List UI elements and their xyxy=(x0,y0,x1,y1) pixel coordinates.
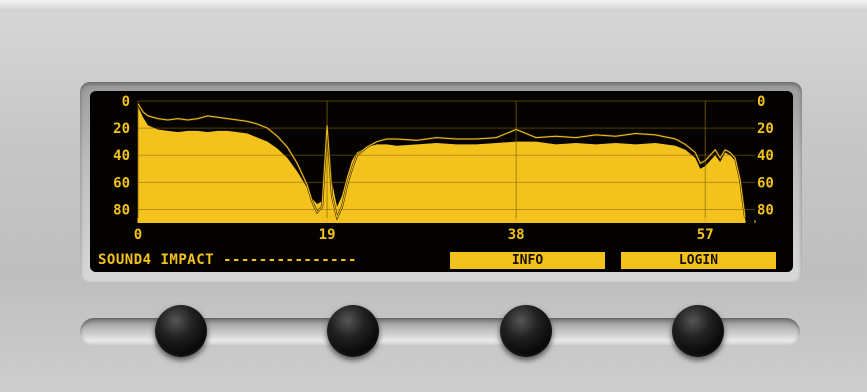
y-tick-label-right: 80 xyxy=(757,202,774,218)
lcd-screen: 0 20 40 60 80 0 20 40 60 80 0 19 38 57 SOUND4 IMPACT … xyxy=(90,91,793,272)
status-bar: SOUND4 IMPACT --------------- INFO LOGIN xyxy=(98,252,778,270)
knob-3[interactable] xyxy=(500,305,552,357)
y-tick-label-left: 40 xyxy=(113,148,130,164)
knob-4[interactable] xyxy=(672,305,724,357)
info-softkey[interactable]: INFO xyxy=(450,252,605,269)
y-tick-label-right: 20 xyxy=(757,121,774,137)
device-name-label: SOUND4 IMPACT xyxy=(98,252,215,268)
knob-1[interactable] xyxy=(155,305,207,357)
y-tick-label-right: 40 xyxy=(757,148,774,164)
y-tick-label-left: 60 xyxy=(113,175,130,191)
knob-2[interactable] xyxy=(327,305,379,357)
login-softkey[interactable]: LOGIN xyxy=(621,252,776,269)
x-tick-label: 19 xyxy=(319,227,336,243)
spectrum-peak-line xyxy=(137,103,746,220)
x-tick-label: 0 xyxy=(134,227,142,243)
y-tick-label-left: 0 xyxy=(122,94,130,110)
y-tick-label-left: 80 xyxy=(113,202,130,218)
y-tick-label-right: 0 xyxy=(757,94,765,110)
panel-top-edge xyxy=(0,0,867,12)
y-tick-label-right: 60 xyxy=(757,175,774,191)
device-name: SOUND4 IMPACT --------------- xyxy=(98,252,357,268)
x-tick-label: 57 xyxy=(697,227,714,243)
x-tick-label: 38 xyxy=(508,227,525,243)
device-name-separator: --------------- xyxy=(223,252,357,268)
y-tick-label-left: 20 xyxy=(113,121,130,137)
spectrum-fill-area xyxy=(138,106,746,223)
